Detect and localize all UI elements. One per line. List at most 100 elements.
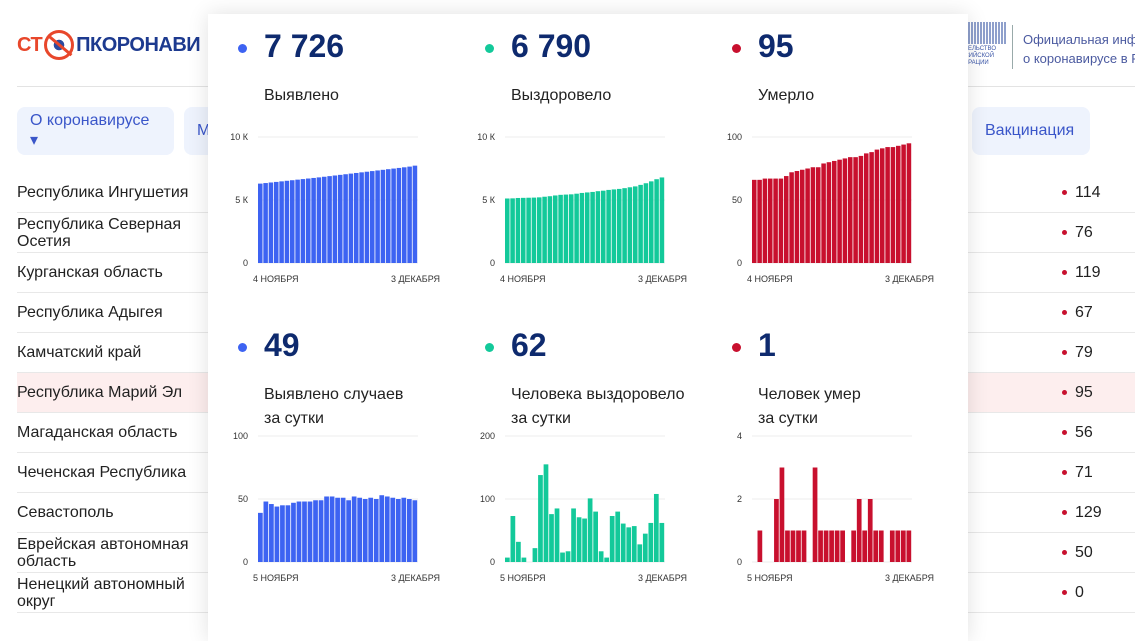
bar[interactable] bbox=[401, 497, 407, 562]
bar[interactable] bbox=[370, 171, 375, 263]
bar[interactable] bbox=[840, 530, 845, 563]
bar[interactable] bbox=[571, 508, 576, 562]
bar[interactable] bbox=[574, 193, 579, 263]
bar[interactable] bbox=[373, 499, 379, 562]
bar[interactable] bbox=[380, 169, 386, 263]
bar[interactable] bbox=[773, 178, 778, 263]
bar[interactable] bbox=[295, 179, 300, 263]
bar[interactable] bbox=[412, 500, 418, 562]
bar[interactable] bbox=[757, 530, 763, 563]
bar[interactable] bbox=[885, 147, 890, 263]
bar[interactable] bbox=[290, 180, 295, 263]
bar[interactable] bbox=[851, 530, 857, 563]
bar[interactable] bbox=[622, 188, 627, 263]
bar[interactable] bbox=[611, 189, 617, 263]
bar[interactable] bbox=[873, 530, 879, 563]
bar[interactable] bbox=[505, 557, 510, 562]
bar[interactable] bbox=[306, 178, 311, 263]
bar[interactable] bbox=[638, 184, 643, 263]
bar[interactable] bbox=[818, 530, 823, 563]
bar[interactable] bbox=[521, 557, 527, 562]
bar[interactable] bbox=[853, 157, 858, 263]
bar[interactable] bbox=[826, 162, 832, 263]
bar[interactable] bbox=[889, 530, 895, 563]
bar[interactable] bbox=[354, 172, 359, 263]
bar[interactable] bbox=[801, 530, 807, 563]
nav-about-coronavirus[interactable]: О коронавирусе ▾ bbox=[17, 107, 174, 155]
bar[interactable] bbox=[395, 499, 401, 562]
bar[interactable] bbox=[627, 187, 633, 263]
bar[interactable] bbox=[649, 181, 654, 263]
bar[interactable] bbox=[316, 177, 322, 263]
bar[interactable] bbox=[505, 198, 510, 263]
bar[interactable] bbox=[542, 196, 547, 263]
bar[interactable] bbox=[553, 195, 558, 263]
bar[interactable] bbox=[554, 508, 560, 562]
bar[interactable] bbox=[601, 190, 606, 263]
bar[interactable] bbox=[531, 197, 537, 263]
bar[interactable] bbox=[895, 530, 901, 563]
bar[interactable] bbox=[790, 530, 796, 563]
bar[interactable] bbox=[258, 512, 263, 562]
bar[interactable] bbox=[538, 475, 543, 562]
bar[interactable] bbox=[582, 518, 587, 562]
official-info-link[interactable]: Официальная информация о коронавирусе в Р… bbox=[1023, 30, 1135, 68]
bar[interactable] bbox=[906, 530, 912, 563]
bar[interactable] bbox=[532, 548, 538, 562]
bar[interactable] bbox=[768, 178, 773, 263]
bar[interactable] bbox=[327, 176, 332, 263]
bar[interactable] bbox=[311, 177, 316, 263]
bar[interactable] bbox=[617, 188, 622, 263]
bar[interactable] bbox=[343, 174, 348, 263]
bar[interactable] bbox=[406, 499, 412, 562]
bar[interactable] bbox=[878, 530, 884, 563]
bar[interactable] bbox=[659, 522, 665, 562]
stopcoronavirus-logo[interactable]: СТ ПКОРОНАВИ bbox=[17, 30, 201, 60]
bar[interactable] bbox=[549, 514, 554, 562]
bar[interactable] bbox=[364, 171, 370, 263]
bar[interactable] bbox=[338, 174, 343, 263]
bar[interactable] bbox=[595, 191, 601, 263]
bar[interactable] bbox=[856, 499, 862, 562]
bar[interactable] bbox=[609, 516, 615, 562]
bar[interactable] bbox=[585, 192, 590, 263]
bar[interactable] bbox=[291, 502, 296, 562]
bar[interactable] bbox=[848, 157, 853, 263]
bar[interactable] bbox=[823, 530, 829, 563]
bar[interactable] bbox=[869, 152, 874, 263]
nav-vaccination[interactable]: Вакцинация bbox=[972, 107, 1090, 155]
bar[interactable] bbox=[274, 181, 279, 263]
bar[interactable] bbox=[269, 504, 274, 562]
bar[interactable] bbox=[359, 172, 364, 263]
bar[interactable] bbox=[659, 177, 665, 263]
bar[interactable] bbox=[390, 497, 396, 562]
bar[interactable] bbox=[357, 497, 363, 562]
bar[interactable] bbox=[837, 159, 842, 263]
bar[interactable] bbox=[322, 176, 327, 263]
bar[interactable] bbox=[654, 179, 659, 263]
bar[interactable] bbox=[626, 527, 632, 562]
bar[interactable] bbox=[810, 167, 816, 263]
bar[interactable] bbox=[794, 171, 800, 263]
bar[interactable] bbox=[563, 194, 569, 263]
bar[interactable] bbox=[412, 165, 418, 263]
bar[interactable] bbox=[510, 198, 515, 263]
bar[interactable] bbox=[348, 173, 354, 263]
bar[interactable] bbox=[906, 143, 912, 263]
bar[interactable] bbox=[263, 183, 268, 263]
bar[interactable] bbox=[631, 526, 637, 562]
bar[interactable] bbox=[834, 530, 840, 563]
bar[interactable] bbox=[789, 172, 794, 263]
bar[interactable] bbox=[340, 497, 346, 562]
bar[interactable] bbox=[313, 500, 318, 562]
bar[interactable] bbox=[816, 167, 821, 263]
bar[interactable] bbox=[296, 501, 302, 562]
bar[interactable] bbox=[346, 500, 351, 562]
bar[interactable] bbox=[890, 147, 896, 263]
bar[interactable] bbox=[258, 183, 263, 263]
bar[interactable] bbox=[779, 467, 785, 563]
bar[interactable] bbox=[268, 182, 274, 263]
bar[interactable] bbox=[565, 551, 571, 562]
bar[interactable] bbox=[324, 496, 329, 562]
bar[interactable] bbox=[901, 144, 906, 263]
